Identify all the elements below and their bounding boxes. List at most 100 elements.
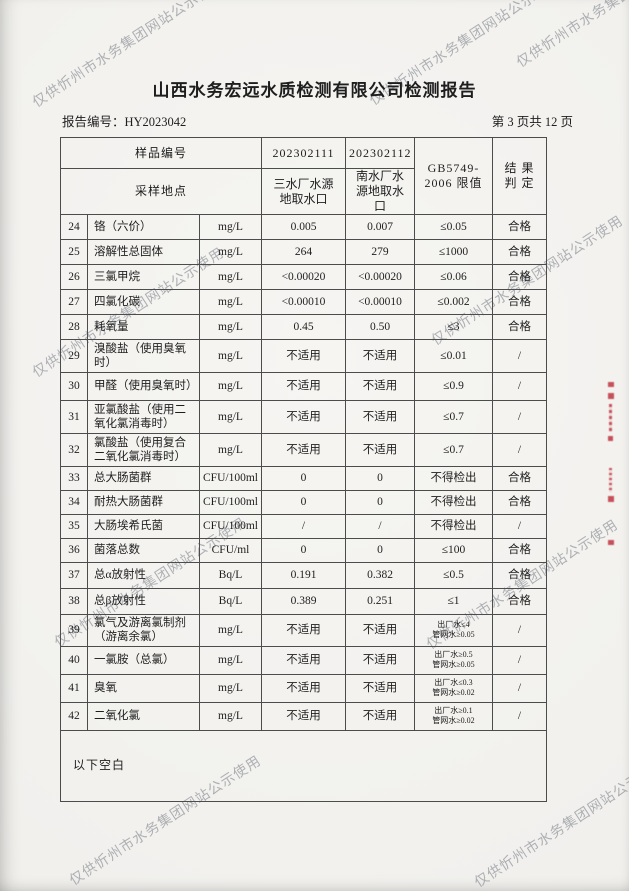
row-no: 28	[60, 314, 88, 340]
standard-name: GB5749-	[427, 161, 480, 175]
limit-value: 出厂水≤0.3 管网水≥0.02	[414, 673, 493, 703]
table-row: 39 氯气及游离氯制剂（游离余氯） mg/L 不适用 不适用 出厂水≤4 管网水≥0.05/	[60, 614, 547, 647]
table-row: 30 甲醛（使用臭氧时） mg/L 不适用 不适用 ≤0.9/	[60, 372, 547, 401]
unit: mg/L	[199, 239, 262, 265]
standard-limit-header: GB5749- 2006 限值	[414, 137, 493, 215]
result-judgment: 合格	[492, 466, 547, 491]
value-sample2: 不适用	[345, 339, 415, 373]
item-name: 总β放射性	[87, 588, 200, 615]
limit-line2: 管网水≥0.05	[432, 660, 475, 670]
limit-value: 出厂水≥0.5 管网水≥0.05	[414, 645, 493, 675]
sample-no-label: 样品编号	[60, 137, 262, 169]
value-sample1: 不适用	[261, 339, 346, 373]
table-footer: 以下空白	[60, 729, 547, 802]
table-header: 样品编号 202302111 202302112 GB5749- 2006 限值…	[60, 137, 547, 215]
item-name: 总大肠菌群	[87, 466, 200, 491]
table-row: 35 大肠埃希氏菌 CFU/100ml / / 不得检出 /	[60, 514, 547, 539]
row-no: 24	[60, 214, 88, 240]
unit: CFU/100ml	[199, 466, 262, 491]
value-sample2: <0.00010	[345, 289, 415, 315]
row-no: 35	[60, 514, 88, 539]
item-name: 氯酸盐（使用复合二氧化氯消毒时）	[87, 433, 200, 467]
result-judgment-header: 结 果 判 定	[492, 137, 547, 215]
value-sample1: 不适用	[261, 400, 346, 434]
item-name: 耗氧量	[87, 314, 200, 340]
limit-value: 出厂水≥0.1 管网水≥0.02	[414, 701, 493, 731]
report-number: 报告编号：HY2023042	[62, 115, 187, 129]
table-row: 26 三氯甲烷 mg/L <0.00020 <0.00020 ≤0.06 合格	[60, 264, 547, 290]
unit: mg/L	[199, 372, 262, 401]
item-name: 三氯甲烷	[87, 264, 200, 290]
limit-line2: 管网水≥0.02	[432, 688, 475, 698]
result-judgment: 合格	[492, 239, 547, 265]
result-judgment: /	[492, 514, 547, 539]
value-sample2: /	[345, 514, 415, 539]
value-sample2: 不适用	[345, 614, 415, 647]
page-indicator: 第 3 页共 12 页	[491, 115, 573, 129]
value-sample1: 264	[261, 239, 346, 265]
result-judgment: 合格	[492, 214, 547, 240]
row-no: 30	[60, 372, 88, 401]
row-no: 27	[60, 289, 88, 315]
results-table-body: 24 铬（六价） mg/L 0.005 0.007 ≤0.05 合格 25 溶解性总固体 mg/L…	[60, 214, 547, 731]
table-row: 29 溴酸盐（使用臭氧时） mg/L 不适用 不适用 ≤0.01/	[60, 339, 547, 373]
limit-value: ≤0.002	[414, 289, 493, 315]
limit-value: 出厂水≤4 管网水≥0.05	[414, 614, 493, 647]
result-judgment: 合格	[492, 538, 547, 563]
result-judgment: 合格	[492, 264, 547, 290]
limit-value: ≤0.05	[414, 214, 493, 240]
table-row: 25 溶解性总固体 mg/L 264 279 ≤1000 合格	[60, 239, 547, 265]
unit: mg/L	[199, 214, 262, 240]
item-name: 四氯化碳	[87, 289, 200, 315]
value-sample1: 0.005	[261, 214, 346, 240]
header-row-sample-no: 样品编号 202302111 202302112 GB5749- 2006 限值…	[60, 137, 547, 215]
row-no: 33	[60, 466, 88, 491]
value-sample2: 不适用	[345, 673, 415, 703]
sample1-number: 202302111	[261, 137, 346, 169]
item-name: 铬（六价）	[87, 214, 200, 240]
result-judgment: 合格	[492, 562, 547, 589]
judgment-label: 判 定	[504, 176, 535, 190]
table-row: 32 氯酸盐（使用复合二氧化氯消毒时） mg/L 不适用 不适用 ≤0.7/	[60, 433, 547, 467]
value-sample2: 0.50	[345, 314, 415, 340]
results-table: 样品编号 202302111 202302112 GB5749- 2006 限值…	[60, 137, 547, 802]
item-name: 溴酸盐（使用臭氧时）	[87, 339, 200, 373]
unit: CFU/ml	[199, 538, 262, 563]
unit: mg/L	[199, 433, 262, 467]
row-no: 39	[60, 614, 88, 647]
row-no: 42	[60, 701, 88, 731]
value-sample2: 0.007	[345, 214, 415, 240]
result-judgment: /	[492, 614, 547, 647]
blank-row: 以下空白	[60, 729, 547, 802]
row-no: 31	[60, 400, 88, 434]
unit: mg/L	[199, 614, 262, 647]
unit: Bq/L	[199, 588, 262, 615]
limit-line1: 出厂水≤0.3	[434, 678, 473, 688]
value-sample2: <0.00020	[345, 264, 415, 290]
value-sample1: 0.45	[261, 314, 346, 340]
item-name: 溶解性总固体	[87, 239, 200, 265]
limit-line1: 出厂水≥0.5	[434, 650, 473, 660]
value-sample2: 279	[345, 239, 415, 265]
table-row: 24 铬（六价） mg/L 0.005 0.007 ≤0.05 合格	[60, 214, 547, 240]
value-sample1: 不适用	[261, 673, 346, 703]
item-name: 耐热大肠菌群	[87, 490, 200, 515]
limit-value: ≤0.7	[414, 400, 493, 434]
result-judgment: /	[492, 400, 547, 434]
value-sample1: 0	[261, 538, 346, 563]
item-name: 二氧化氯	[87, 701, 200, 731]
sample2-site: 南水厂水源地取水口	[345, 168, 415, 215]
unit: mg/L	[199, 701, 262, 731]
standard-limit-label: 2006 限值	[424, 176, 483, 190]
limit-line2: 管网水≥0.05	[432, 630, 475, 640]
row-no: 40	[60, 645, 88, 675]
unit: Bq/L	[199, 562, 262, 589]
result-judgment: /	[492, 372, 547, 401]
value-sample1: <0.00020	[261, 264, 346, 290]
limit-value: ≤0.9	[414, 372, 493, 401]
value-sample2: 0	[345, 490, 415, 515]
blank-below-note: 以下空白	[60, 729, 547, 802]
value-sample1: 0.191	[261, 562, 346, 589]
limit-value: ≤1000	[414, 239, 493, 265]
